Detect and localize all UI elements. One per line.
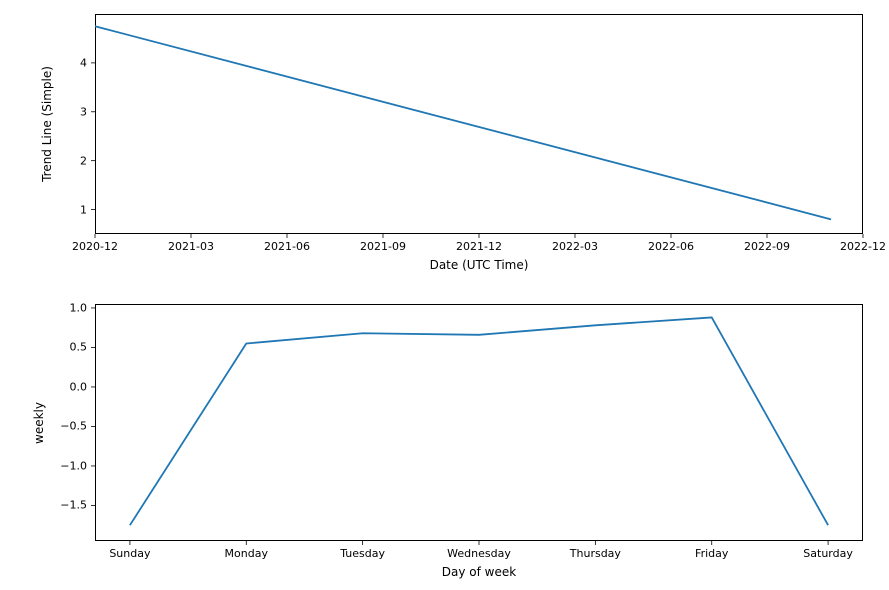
bottom-chart-ytick-label: 0.0 (70, 380, 88, 393)
bottom-chart-xtick-label: Friday (695, 547, 728, 560)
bottom-chart-xtick-label: Wednesday (447, 547, 511, 560)
bottom-chart-xtick-label: Tuesday (340, 547, 385, 560)
bottom-chart-xtick-label: Monday (225, 547, 268, 560)
bottom-chart-ytick-label: −0.5 (60, 420, 87, 433)
top-chart-xtick-label: 2021-09 (360, 240, 406, 253)
top-chart-line (95, 26, 831, 219)
bottom-chart-xtick-label: Thursday (570, 547, 621, 560)
top-chart-ytick-label: 1 (80, 203, 87, 216)
bottom-chart-ytick-label: 0.5 (70, 341, 88, 354)
bottom-chart-xtick-label: Sunday (109, 547, 150, 560)
top-chart-xtick-label: 2022-12 (840, 240, 886, 253)
bottom-chart-ytick-label: −1.5 (60, 499, 87, 512)
bottom-chart-ytick-label: 1.0 (70, 301, 88, 314)
top-chart-ylabel: Trend Line (Simple) (40, 66, 54, 182)
top-chart-ytick-label: 2 (80, 154, 87, 167)
bottom-chart-svg (95, 304, 863, 541)
top-chart-xtick-label: 2021-06 (264, 240, 310, 253)
top-chart-xtick-label: 2021-03 (168, 240, 214, 253)
top-chart-xtick-label: 2021-12 (456, 240, 502, 253)
bottom-chart-frame (96, 305, 863, 541)
figure: Trend Line (Simple) Date (UTC Time) week… (0, 0, 889, 590)
top-chart-xtick-label: 2022-09 (744, 240, 790, 253)
top-chart (95, 14, 863, 234)
bottom-chart-ytick-label: −1.0 (60, 459, 87, 472)
top-chart-xtick-label: 2020-12 (72, 240, 118, 253)
bottom-chart-xtick-label: Saturday (803, 547, 853, 560)
top-chart-xtick-label: 2022-03 (552, 240, 598, 253)
bottom-chart-ylabel: weekly (32, 402, 46, 444)
bottom-chart-line (130, 317, 828, 525)
top-chart-frame (96, 15, 863, 234)
top-chart-xtick-label: 2022-06 (648, 240, 694, 253)
bottom-chart-xlabel: Day of week (442, 565, 516, 579)
top-chart-svg (95, 14, 863, 234)
bottom-chart (95, 304, 863, 541)
top-chart-ytick-label: 4 (80, 56, 87, 69)
top-chart-xlabel: Date (UTC Time) (430, 258, 529, 272)
top-chart-ytick-label: 3 (80, 105, 87, 118)
